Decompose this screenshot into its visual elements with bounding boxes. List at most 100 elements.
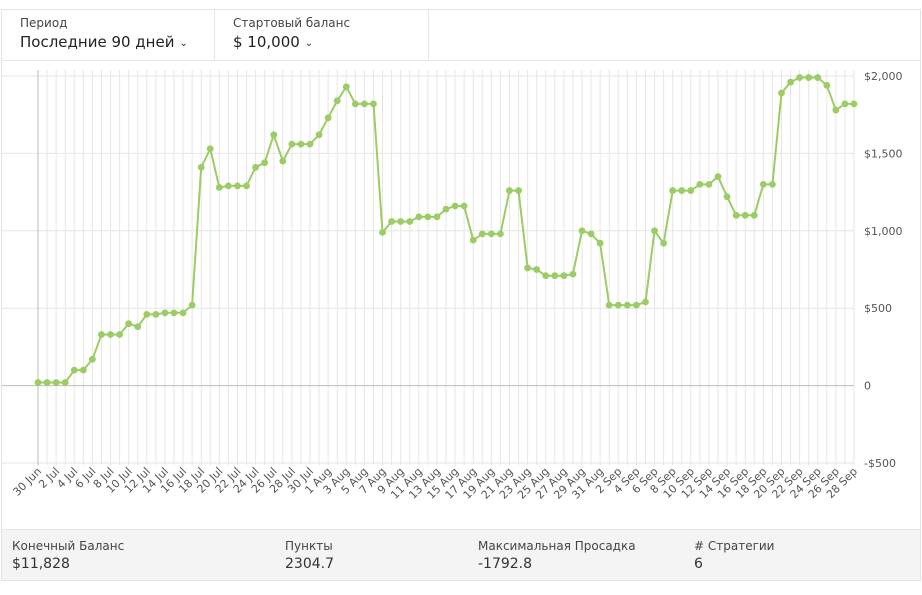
data-point xyxy=(741,211,749,219)
data-point xyxy=(551,272,559,280)
data-point xyxy=(487,230,495,238)
data-point xyxy=(143,310,151,318)
data-point xyxy=(569,270,577,278)
data-point xyxy=(279,157,287,165)
chevron-down-icon: ⌄ xyxy=(304,38,314,49)
stat-label: Пункты xyxy=(285,539,333,553)
data-point xyxy=(578,227,586,235)
data-point xyxy=(714,173,722,181)
data-point xyxy=(406,218,414,225)
data-point xyxy=(805,74,813,81)
period-selector[interactable]: Период Последние 90 дней ⌄ xyxy=(2,10,215,60)
data-point xyxy=(315,131,323,139)
data-point xyxy=(460,202,468,210)
stat-value: -1792.8 xyxy=(478,556,533,572)
y-tick-label: $1,500 xyxy=(864,147,903,160)
data-point xyxy=(333,97,341,105)
stat-max-drawdown: Максимальная Просадка -1792.8 xyxy=(478,539,636,572)
data-point xyxy=(705,180,713,188)
data-point xyxy=(515,187,522,194)
data-point xyxy=(642,298,649,306)
data-point xyxy=(52,379,60,386)
stat-value: 6 xyxy=(694,556,703,572)
data-point xyxy=(759,180,767,188)
data-point xyxy=(533,266,541,273)
data-point xyxy=(324,114,332,122)
data-point xyxy=(469,236,477,244)
data-point xyxy=(125,320,133,328)
data-point xyxy=(850,100,858,108)
data-point xyxy=(587,230,595,238)
data-point xyxy=(596,239,604,247)
data-point xyxy=(433,213,441,221)
chevron-down-icon: ⌄ xyxy=(179,38,188,49)
data-point xyxy=(34,379,42,386)
data-point xyxy=(70,366,78,374)
stat-value: 2304.7 xyxy=(285,556,334,572)
data-point xyxy=(506,187,513,194)
data-point xyxy=(342,83,350,91)
data-point xyxy=(397,218,405,225)
y-tick-label: $500 xyxy=(864,302,892,315)
data-point xyxy=(43,379,51,386)
data-point xyxy=(823,81,831,89)
data-point xyxy=(633,301,640,309)
data-point xyxy=(306,140,314,148)
data-point xyxy=(270,131,278,139)
data-point xyxy=(188,301,196,309)
data-point xyxy=(170,309,178,317)
data-point xyxy=(116,331,123,338)
data-point xyxy=(560,272,568,280)
data-point xyxy=(750,211,758,219)
data-point xyxy=(288,140,296,148)
y-tick-label: 0 xyxy=(864,380,871,393)
data-point xyxy=(796,74,803,81)
data-point xyxy=(134,323,142,331)
data-point xyxy=(61,379,69,386)
data-point xyxy=(660,239,667,247)
data-point xyxy=(297,140,305,148)
stat-points: Пункты 2304.7 xyxy=(285,539,334,572)
data-point xyxy=(152,310,160,318)
data-point xyxy=(678,187,686,194)
data-point xyxy=(687,187,695,194)
data-point xyxy=(778,89,785,97)
balance-chart: $2,000 $1,500 $1,000 $500 0 -$500 30 Jun 2 Jul… xyxy=(2,61,920,531)
data-point xyxy=(388,218,395,225)
data-point xyxy=(732,211,740,219)
stat-value: $11,828 xyxy=(12,556,70,572)
data-point xyxy=(234,182,241,190)
data-point xyxy=(424,213,432,221)
data-point xyxy=(451,202,459,210)
data-point xyxy=(605,301,613,309)
data-point xyxy=(361,100,368,108)
stat-final-balance: Конечный Баланс $11,828 xyxy=(12,539,124,572)
data-point xyxy=(252,163,259,171)
period-value: Последние 90 дней xyxy=(20,33,175,51)
data-point xyxy=(841,100,849,108)
data-point xyxy=(179,309,187,317)
data-point xyxy=(379,228,386,236)
data-point xyxy=(351,100,359,108)
stat-label: Максимальная Просадка xyxy=(478,539,636,553)
data-point xyxy=(651,227,658,235)
data-point xyxy=(261,159,269,167)
data-point xyxy=(206,145,214,153)
data-point xyxy=(478,230,486,238)
stat-strategies: # Стратегии 6 xyxy=(694,539,774,572)
data-point xyxy=(614,301,622,309)
data-point xyxy=(623,301,631,309)
data-point xyxy=(79,366,87,374)
data-point xyxy=(769,180,776,188)
start-balance-selector[interactable]: Стартовый баланс $ 10,000 ⌄ xyxy=(215,10,429,60)
stat-label: Конечный Баланс xyxy=(12,539,125,553)
data-point xyxy=(370,100,377,108)
data-point xyxy=(243,182,250,190)
data-point xyxy=(107,331,114,338)
data-point xyxy=(524,264,531,272)
data-point xyxy=(723,193,731,201)
data-point xyxy=(98,331,105,338)
y-tick-label: $2,000 xyxy=(864,70,903,83)
data-point xyxy=(215,184,223,191)
